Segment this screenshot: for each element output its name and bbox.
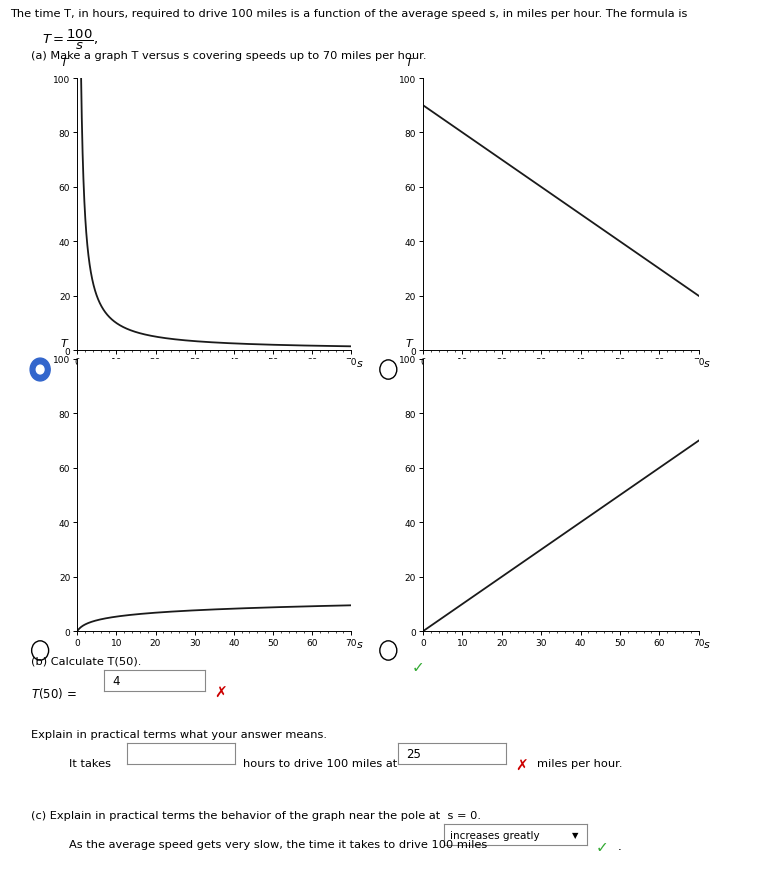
Text: ✓: ✓ <box>596 839 609 854</box>
Text: 4: 4 <box>112 674 120 687</box>
Y-axis label: T: T <box>406 58 413 68</box>
Text: ✗: ✗ <box>214 685 227 700</box>
Text: Explain in practical terms what your answer means.: Explain in practical terms what your ans… <box>31 729 327 738</box>
Text: $T$(50) =: $T$(50) = <box>31 685 76 700</box>
Text: $T = \dfrac{100}{s},$: $T = \dfrac{100}{s},$ <box>42 28 99 52</box>
Y-axis label: T: T <box>60 58 67 68</box>
Text: miles per hour.: miles per hour. <box>537 758 622 767</box>
Text: hours to drive 100 miles at: hours to drive 100 miles at <box>243 758 398 767</box>
Text: .: . <box>618 839 621 852</box>
X-axis label: s: s <box>704 639 709 650</box>
Text: (a) Make a graph T versus s covering speeds up to 70 miles per hour.: (a) Make a graph T versus s covering spe… <box>31 51 426 61</box>
Text: (b) Calculate T(50).: (b) Calculate T(50). <box>31 656 141 666</box>
Y-axis label: T: T <box>60 339 67 349</box>
Text: 25: 25 <box>406 747 421 759</box>
Text: increases greatly: increases greatly <box>449 830 539 840</box>
Text: (c) Explain in practical terms the behavior of the graph near the pole at  s = 0: (c) Explain in practical terms the behav… <box>31 810 481 820</box>
Text: ✗: ✗ <box>515 758 528 773</box>
Text: It takes: It takes <box>69 758 111 767</box>
Text: The time T, in hours, required to drive 100 miles is a function of the average s: The time T, in hours, required to drive … <box>10 9 687 18</box>
Text: ✓: ✓ <box>411 659 425 674</box>
X-axis label: s: s <box>704 359 709 369</box>
X-axis label: s: s <box>357 359 362 369</box>
Text: ▼: ▼ <box>572 831 578 839</box>
X-axis label: s: s <box>357 639 362 650</box>
Text: As the average speed gets very slow, the time it takes to drive 100 miles: As the average speed gets very slow, the… <box>69 839 488 849</box>
Y-axis label: T: T <box>406 339 413 349</box>
